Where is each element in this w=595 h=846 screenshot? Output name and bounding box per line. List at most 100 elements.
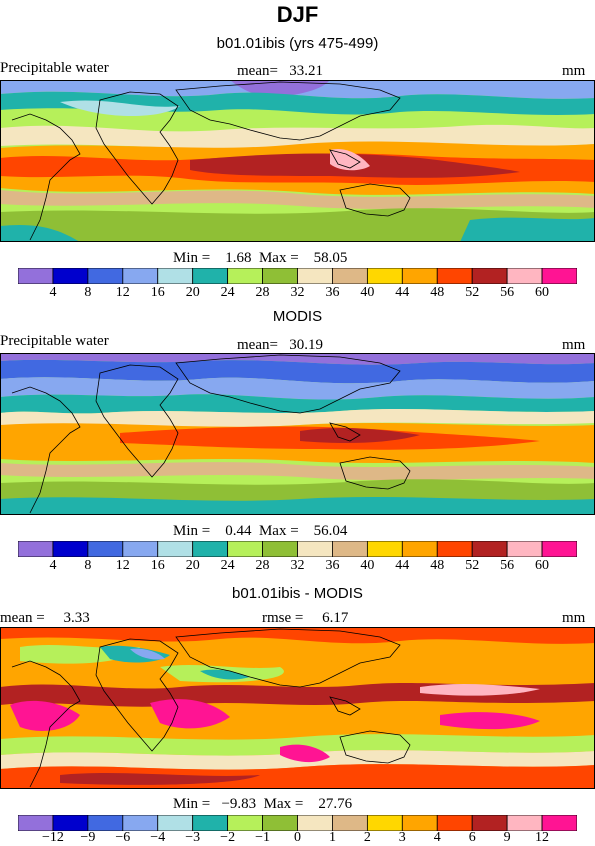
colorbar-swatch bbox=[332, 540, 368, 558]
colorbar-tick-label: 1 bbox=[328, 830, 336, 845]
colorbar-swatch bbox=[366, 267, 403, 285]
colorbar-swatch bbox=[17, 267, 54, 285]
colorbar-swatch bbox=[506, 540, 543, 558]
colorbar-tick-label: 40 bbox=[360, 558, 375, 573]
colorbar-tick-label: 52 bbox=[465, 558, 480, 573]
panel-2-units: mm bbox=[562, 337, 586, 353]
panel-3-colorbar bbox=[17, 814, 578, 832]
panel-3-units: mm bbox=[562, 610, 586, 626]
panel-3-rmse-label: rmse = 6.17 bbox=[262, 610, 349, 626]
panel-3-mean-label: mean = 3.33 bbox=[0, 610, 90, 626]
panel-2-band-n-blue bbox=[0, 359, 595, 384]
panel-2-band-n-lightblue bbox=[0, 377, 595, 400]
colorbar-tick-label: 16 bbox=[150, 285, 165, 300]
colorbar-swatch bbox=[122, 267, 159, 285]
colorbar-tick-label: 28 bbox=[255, 285, 270, 300]
panel-3-patch-pink-3 bbox=[440, 712, 540, 730]
colorbar-tick-label: 20 bbox=[185, 285, 200, 300]
panel-1-band-s-green2 bbox=[0, 208, 595, 242]
colorbar-swatch bbox=[122, 540, 159, 558]
panel-2-band-tan bbox=[0, 409, 595, 427]
colorbar-tick-label: 8 bbox=[84, 558, 92, 573]
colorbar-tick-label: 4 bbox=[49, 285, 57, 300]
colorbar-swatch bbox=[471, 540, 508, 558]
colorbar-tick-label: 12 bbox=[115, 285, 130, 300]
colorbar-tick-label: 28 bbox=[255, 558, 270, 573]
panel-2-band-darkred bbox=[300, 428, 420, 443]
panel-2-colorbar-svg bbox=[17, 540, 578, 558]
colorbar-tick-label: 16 bbox=[150, 558, 165, 573]
panel-3-patch-darkred-s bbox=[60, 773, 260, 785]
colorbar-tick-label: −6 bbox=[115, 830, 131, 845]
colorbar-swatch bbox=[332, 814, 368, 832]
colorbar-swatch bbox=[17, 814, 54, 832]
colorbar-tick-label: 24 bbox=[220, 558, 235, 573]
panel-3-colorbar-svg bbox=[17, 814, 578, 832]
panel-1-band-n-cyan bbox=[60, 100, 180, 117]
panel-1-map bbox=[0, 80, 595, 242]
colorbar-swatch bbox=[157, 814, 194, 832]
colorbar-tick-label: −12 bbox=[41, 830, 64, 845]
colorbar-tick-label: 20 bbox=[185, 558, 200, 573]
colorbar-tick-label: 44 bbox=[395, 285, 410, 300]
colorbar-swatch bbox=[297, 540, 333, 558]
panel-3-patch-teal-2 bbox=[200, 669, 250, 680]
panel-2-band-n-purple bbox=[0, 353, 595, 365]
panel-1-title: b01.01ibis (yrs 475-499) bbox=[216, 35, 379, 52]
colorbar-tick-label: 60 bbox=[535, 558, 550, 573]
panel-2-band-s-tan bbox=[0, 462, 595, 481]
panel-1-band-s-teal bbox=[460, 217, 595, 242]
panel-1-min-max: Min = 1.68 Max = 58.05 bbox=[173, 250, 348, 266]
panel-3-band-n-red bbox=[0, 627, 595, 644]
colorbar-tick-label: 60 bbox=[535, 285, 550, 300]
panel-3-coastlines bbox=[11, 628, 411, 788]
panel-1-colorbar-svg bbox=[17, 267, 578, 285]
colorbar-swatch bbox=[541, 814, 578, 832]
colorbar-swatch bbox=[87, 267, 124, 285]
colorbar-tick-label: −3 bbox=[185, 830, 201, 845]
colorbar-tick-label: 32 bbox=[290, 558, 305, 573]
colorbar-tick-label: 2 bbox=[363, 830, 371, 845]
colorbar-swatch bbox=[401, 267, 438, 285]
colorbar-tick-label: 56 bbox=[500, 285, 515, 300]
colorbar-swatch bbox=[157, 540, 194, 558]
colorbar-swatch bbox=[262, 540, 298, 558]
colorbar-tick-label: 12 bbox=[115, 558, 130, 573]
panel-3-patch-pink-4 bbox=[420, 683, 540, 696]
panel-1-variable-label: Precipitable water bbox=[0, 60, 109, 76]
colorbar-swatch bbox=[157, 267, 194, 285]
colorbar-swatch bbox=[87, 814, 124, 832]
colorbar-tick-label: −2 bbox=[220, 830, 236, 845]
colorbar-tick-label: −9 bbox=[80, 830, 96, 845]
colorbar-tick-label: 40 bbox=[360, 285, 375, 300]
panel-2-colorbar-ticks: 4 8 12 16 20 24 28 32 36 40 44 48 52 56 60 bbox=[18, 558, 577, 574]
colorbar-tick-label: 8 bbox=[84, 285, 92, 300]
colorbar-swatch bbox=[401, 814, 438, 832]
colorbar-swatch bbox=[227, 814, 263, 832]
colorbar-swatch bbox=[52, 814, 89, 832]
colorbar-tick-label: 48 bbox=[430, 558, 445, 573]
panel-1-coastlines bbox=[11, 81, 411, 241]
colorbar-swatch bbox=[541, 267, 578, 285]
panel-3-colorbar-ticks: −12 −9 −6 −4 −3 −2 −1 0 1 2 3 4 6 9 12 bbox=[18, 830, 577, 846]
panel-2-variable-label: Precipitable water bbox=[0, 333, 109, 349]
colorbar-swatch bbox=[17, 540, 54, 558]
colorbar-swatch bbox=[87, 540, 124, 558]
panel-3-patch-pink-2 bbox=[150, 699, 230, 729]
colorbar-swatch bbox=[471, 814, 508, 832]
colorbar-swatch bbox=[52, 267, 89, 285]
colorbar-swatch bbox=[366, 814, 403, 832]
colorbar-tick-label: 36 bbox=[325, 558, 340, 573]
colorbar-tick-label: −4 bbox=[150, 830, 166, 845]
colorbar-tick-label: 44 bbox=[395, 558, 410, 573]
colorbar-tick-label: 9 bbox=[503, 830, 511, 845]
figure-title: DJF bbox=[276, 2, 319, 27]
colorbar-swatch bbox=[262, 814, 298, 832]
colorbar-swatch bbox=[471, 267, 508, 285]
colorbar-swatch bbox=[541, 540, 578, 558]
panel-3-patch-blue-1 bbox=[130, 648, 165, 660]
colorbar-swatch bbox=[192, 814, 229, 832]
panel-2-mean-label: mean= 30.19 bbox=[237, 337, 323, 353]
panel-2-band-teal bbox=[0, 394, 595, 414]
colorbar-swatch bbox=[436, 814, 473, 832]
